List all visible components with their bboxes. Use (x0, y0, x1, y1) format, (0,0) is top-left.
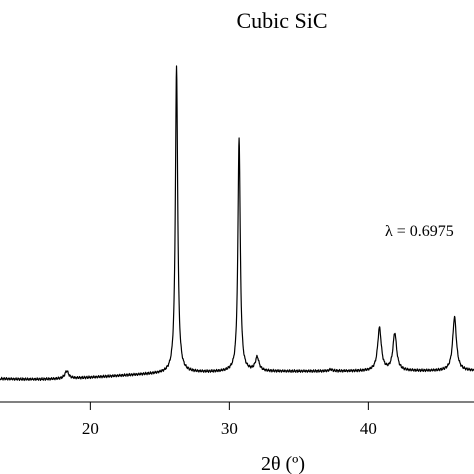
x-tick-label: 20 (82, 419, 99, 438)
xrd-pattern-line (0, 65, 474, 382)
wavelength-annotation: λ = 0.6975 (385, 223, 454, 240)
x-tick-label: 40 (360, 419, 377, 438)
chart-title: Cubic SiC (236, 8, 327, 33)
x-axis-ticks: 20 30 40 (82, 402, 377, 438)
x-tick-label: 30 (221, 419, 238, 438)
x-axis-label: 2θ (º) (261, 453, 305, 474)
